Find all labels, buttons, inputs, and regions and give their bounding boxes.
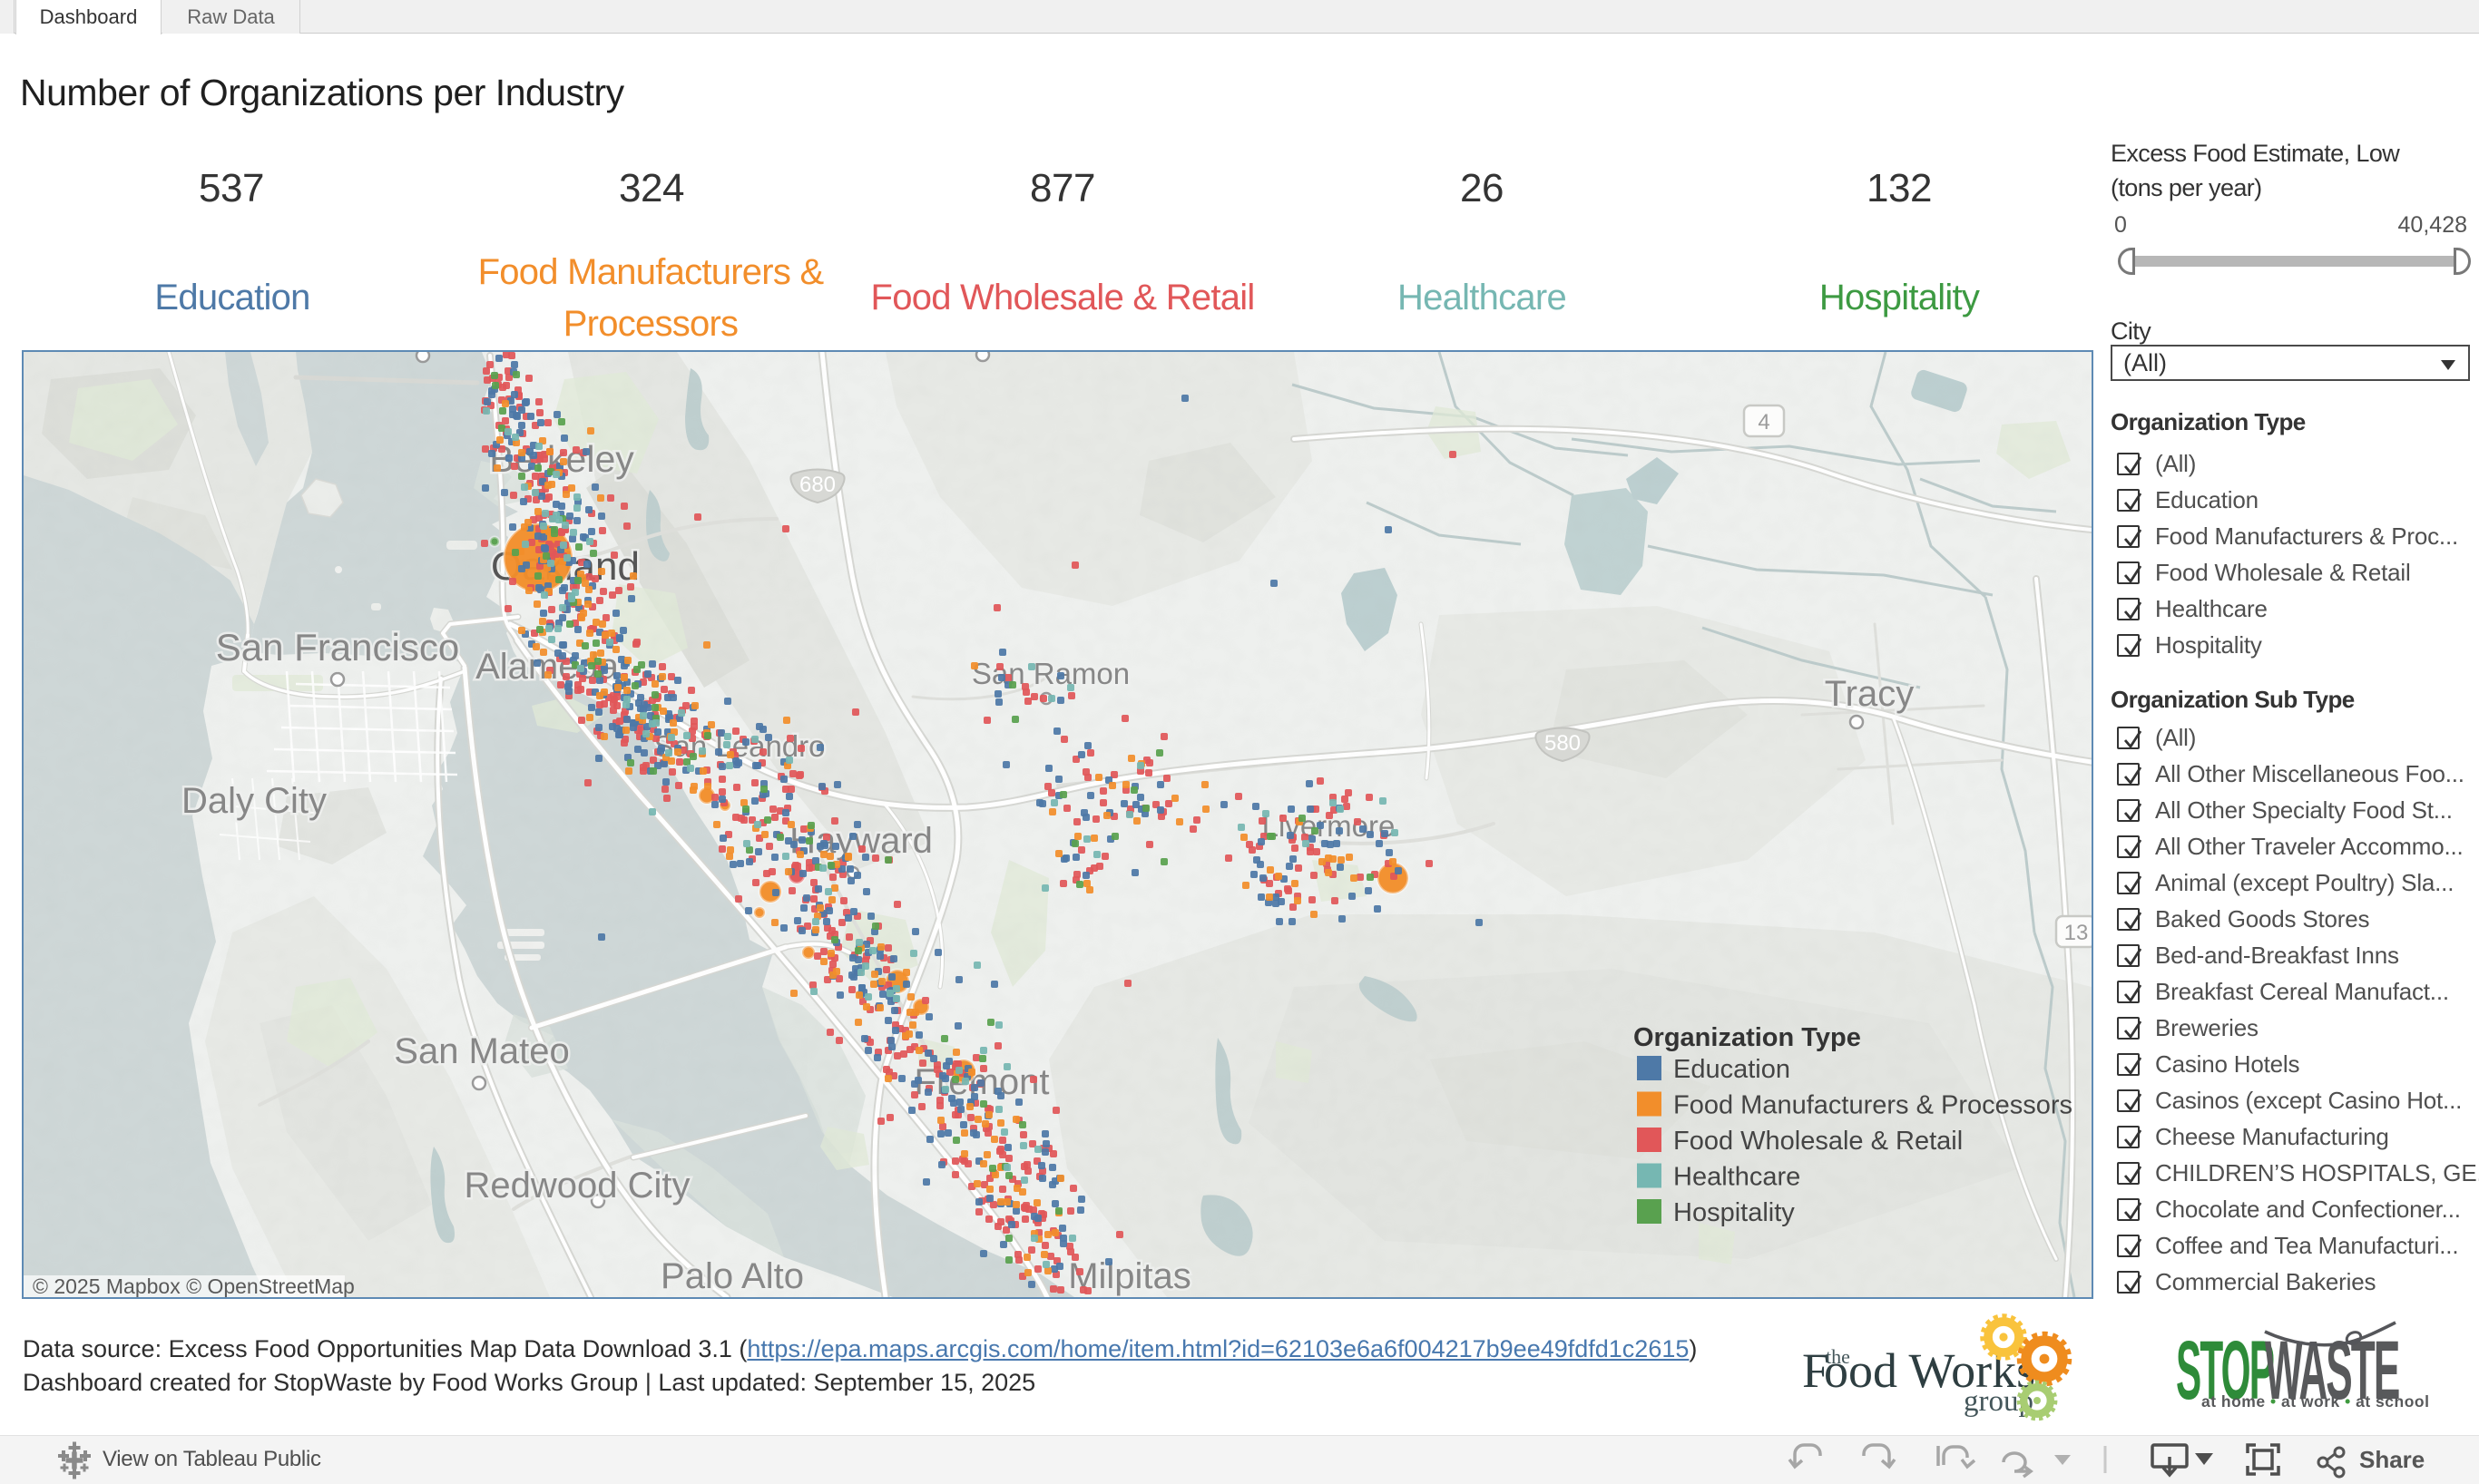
svg-text:13: 13 (2064, 921, 2089, 945)
svg-text:Tracy: Tracy (1825, 674, 1915, 714)
svg-text:San Francisco: San Francisco (216, 626, 459, 669)
svg-text:STOP: STOP (2176, 1324, 2274, 1418)
svg-text:Organization Type: Organization Type (1633, 1023, 1861, 1052)
svg-text:Daly City: Daly City (181, 781, 327, 821)
svg-text:580: 580 (1544, 731, 1581, 756)
svg-text:Hospitality: Hospitality (1673, 1198, 1795, 1227)
svg-text:San Leandro: San Leandro (654, 729, 826, 763)
svg-text:Palo Alto: Palo Alto (661, 1256, 804, 1296)
svg-text:F: F (1802, 1343, 1829, 1398)
svg-text:Food Wholesale & Retail: Food Wholesale & Retail (1673, 1127, 1963, 1156)
svg-text:Healthcare: Healthcare (1673, 1163, 1800, 1192)
svg-text:at home • at work • at school: at home • at work • at school (2201, 1392, 2429, 1411)
svg-text:680: 680 (799, 473, 836, 497)
svg-text:Livermore: Livermore (1262, 809, 1396, 843)
svg-text:San Mateo: San Mateo (394, 1031, 569, 1071)
svg-text:4: 4 (1758, 410, 1769, 434)
svg-text:the: the (1826, 1345, 1850, 1368)
svg-text:San Ramon: San Ramon (972, 657, 1130, 690)
svg-text:Food Manufacturers & Processor: Food Manufacturers & Processors (1673, 1091, 2072, 1120)
svg-text:Education: Education (1673, 1055, 1790, 1084)
svg-text:Redwood City: Redwood City (464, 1166, 690, 1206)
svg-text:© 2025 Mapbox © OpenStreetMap: © 2025 Mapbox © OpenStreetMap (33, 1274, 355, 1297)
